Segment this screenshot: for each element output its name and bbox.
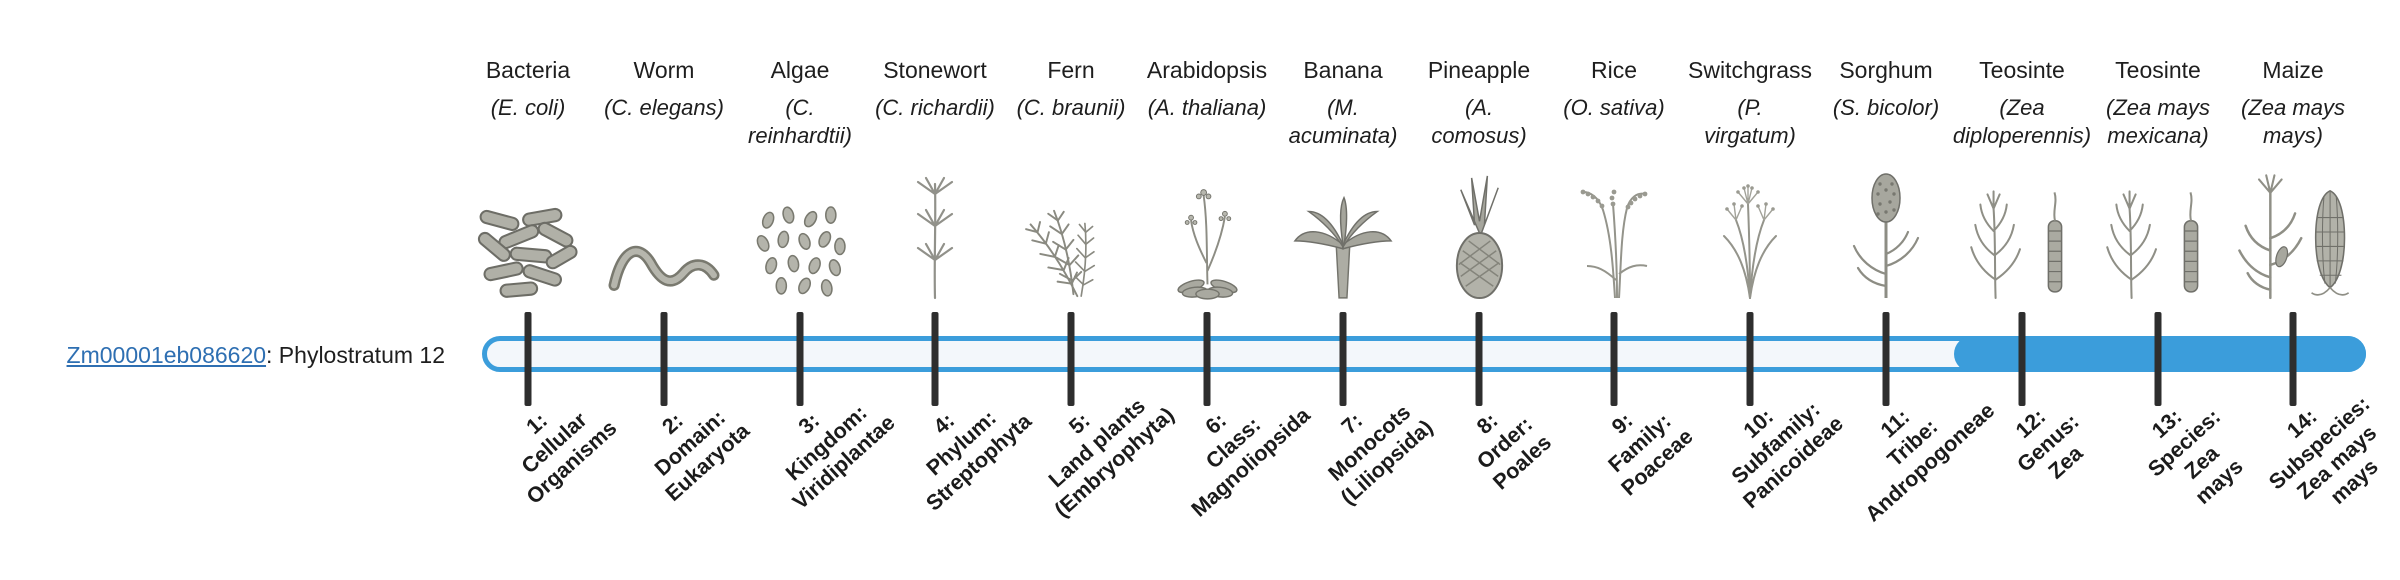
stonewort-icon: [849, 152, 1021, 300]
organism-common-name: Sorghum: [1839, 57, 1933, 83]
timeline-tick: [1339, 312, 1347, 406]
organism-common-name: Teosinte: [2115, 57, 2201, 83]
switchgrass-icon: [1664, 152, 1836, 300]
organism-column-teosinte-diploperennis: Teosinte (Zea diploperennis): [1936, 56, 2108, 300]
organism-scientific-name: (C. elegans): [604, 95, 724, 120]
maize-icon: [2207, 152, 2379, 300]
arabidopsis-icon: [1121, 152, 1293, 300]
organism-column-stonewort: Stonewort (C. richardii): [849, 56, 1021, 300]
stratum-label: 4: Phylum: Streptophyta: [921, 405, 1036, 516]
organism-column-rice: Rice (O. sativa): [1528, 56, 1700, 300]
organism-common-name: Worm: [633, 57, 695, 83]
organism-column-worm: Worm (C. elegans): [578, 56, 750, 300]
timeline-tick: [931, 312, 939, 406]
organism-column-fern: Fern (C. braunii): [985, 56, 1157, 300]
bacteria-icon: [442, 152, 614, 300]
gene-label: Zm00001eb086620: Phylostratum 12: [30, 340, 445, 370]
organism-common-name: Fern: [1047, 57, 1095, 83]
organism-column-teosinte-mexicana: Teosinte (Zea mays mexicana): [2072, 56, 2244, 300]
organism-scientific-name: (A. thaliana): [1147, 95, 1267, 120]
teosinte-icon: [2072, 152, 2244, 300]
organism-common-name: Bacteria: [485, 57, 571, 83]
organism-column-algae: Algae (C. reinhardtii): [714, 56, 886, 300]
organism-column-bacteria: Bacteria (E. coli): [442, 56, 614, 300]
stratum-label: 5: Land plants (Embryophyta): [1044, 393, 1179, 522]
timeline-tick: [1475, 312, 1483, 406]
organism-common-name: Arabidopsis: [1146, 57, 1268, 83]
organism-column-sorghum: Sorghum (S. bicolor): [1800, 56, 1972, 300]
timeline-tick: [524, 312, 532, 406]
organism-scientific-name: (P. virgatum): [1704, 95, 1796, 148]
sorghum-icon: [1800, 152, 1972, 300]
organism-common-name: Switchgrass: [1688, 57, 1812, 83]
organism-column-pineapple: Pineapple (A. comosus): [1393, 56, 1565, 300]
timeline-tick: [1203, 312, 1211, 406]
organism-scientific-name: (Zea diploperennis): [1952, 95, 2092, 148]
stratum-label: 1: Cellular Organisms: [516, 407, 622, 509]
stratum-label: 14: Subspecies: Zea mays mays: [2264, 391, 2383, 509]
worm-icon: [578, 152, 750, 300]
organism-common-name: Banana: [1303, 57, 1383, 83]
timeline-tick: [2018, 312, 2026, 406]
organism-column-maize: Maize (Zea mays mays): [2207, 56, 2379, 300]
stratum-label: 13: Species: Zea mays: [2143, 404, 2248, 509]
stratum-label: 7: Monocots (Liliopsida): [1323, 400, 1438, 510]
rice-icon: [1528, 152, 1700, 300]
organism-scientific-name: (M. acuminata): [1288, 95, 1398, 148]
organism-scientific-name: (C. reinhardtii): [748, 95, 852, 148]
organism-scientific-name: (S. bicolor): [1832, 95, 1940, 120]
gene-link[interactable]: Zm00001eb086620: [66, 342, 267, 368]
organism-column-arabidopsis: Arabidopsis (A. thaliana): [1121, 56, 1293, 300]
timeline-tick: [796, 312, 804, 406]
timeline-tick: [2154, 312, 2162, 406]
timeline-tick: [1882, 312, 1890, 406]
stratum-label: 2: Domain: Eukaryota: [650, 405, 755, 507]
organism-column-banana: Banana (M. acuminata): [1257, 56, 1429, 300]
timeline-tick: [2289, 312, 2297, 406]
timeline-tick: [1746, 312, 1754, 406]
teosinte-icon: [1936, 152, 2108, 300]
organism-common-name: Pineapple: [1427, 57, 1531, 83]
organism-scientific-name: (A. comosus): [1431, 95, 1527, 148]
organism-scientific-name: (Zea mays mexicana): [2106, 95, 2210, 148]
algae-icon: [714, 152, 886, 300]
stratum-label: 6: Class: Magnoliopsida: [1186, 403, 1315, 522]
stratum-label: 3: Kingdom: Viridiplantae: [780, 400, 900, 515]
organism-scientific-name: (E. coli): [490, 95, 566, 120]
organism-scientific-name: (C. richardii): [875, 95, 995, 120]
organism-common-name: Teosinte: [1979, 57, 2065, 83]
stratum-label: 12: Genus: Zea: [2011, 404, 2088, 484]
organism-common-name: Algae: [770, 57, 830, 83]
organism-common-name: Stonewort: [883, 57, 987, 83]
organism-common-name: Rice: [1590, 57, 1637, 83]
organism-scientific-name: (C. braunii): [1016, 95, 1126, 120]
timeline-tick: [660, 312, 668, 406]
organism-column-switchgrass: Switchgrass (P. virgatum): [1664, 56, 1836, 300]
phylostratum-text: : Phylostratum 12: [266, 342, 445, 368]
stratum-label: 10: Subfamily: Panicoideae: [1727, 397, 1849, 514]
organism-scientific-name: (O. sativa): [1563, 95, 1665, 120]
timeline-tick: [1067, 312, 1075, 406]
organism-scientific-name: (Zea mays mays): [2241, 95, 2345, 148]
pineapple-icon: [1393, 152, 1565, 300]
organism-common-name: Maize: [2262, 57, 2324, 83]
stratum-label: 9: Family: Poaceae: [1604, 408, 1698, 501]
timeline-tick: [1610, 312, 1618, 406]
stratum-label: 8: Order: Poales: [1472, 408, 1557, 495]
stratum-label: 11: Tribe: Andropogoneae: [1860, 398, 1999, 527]
banana-icon: [1257, 152, 1429, 300]
